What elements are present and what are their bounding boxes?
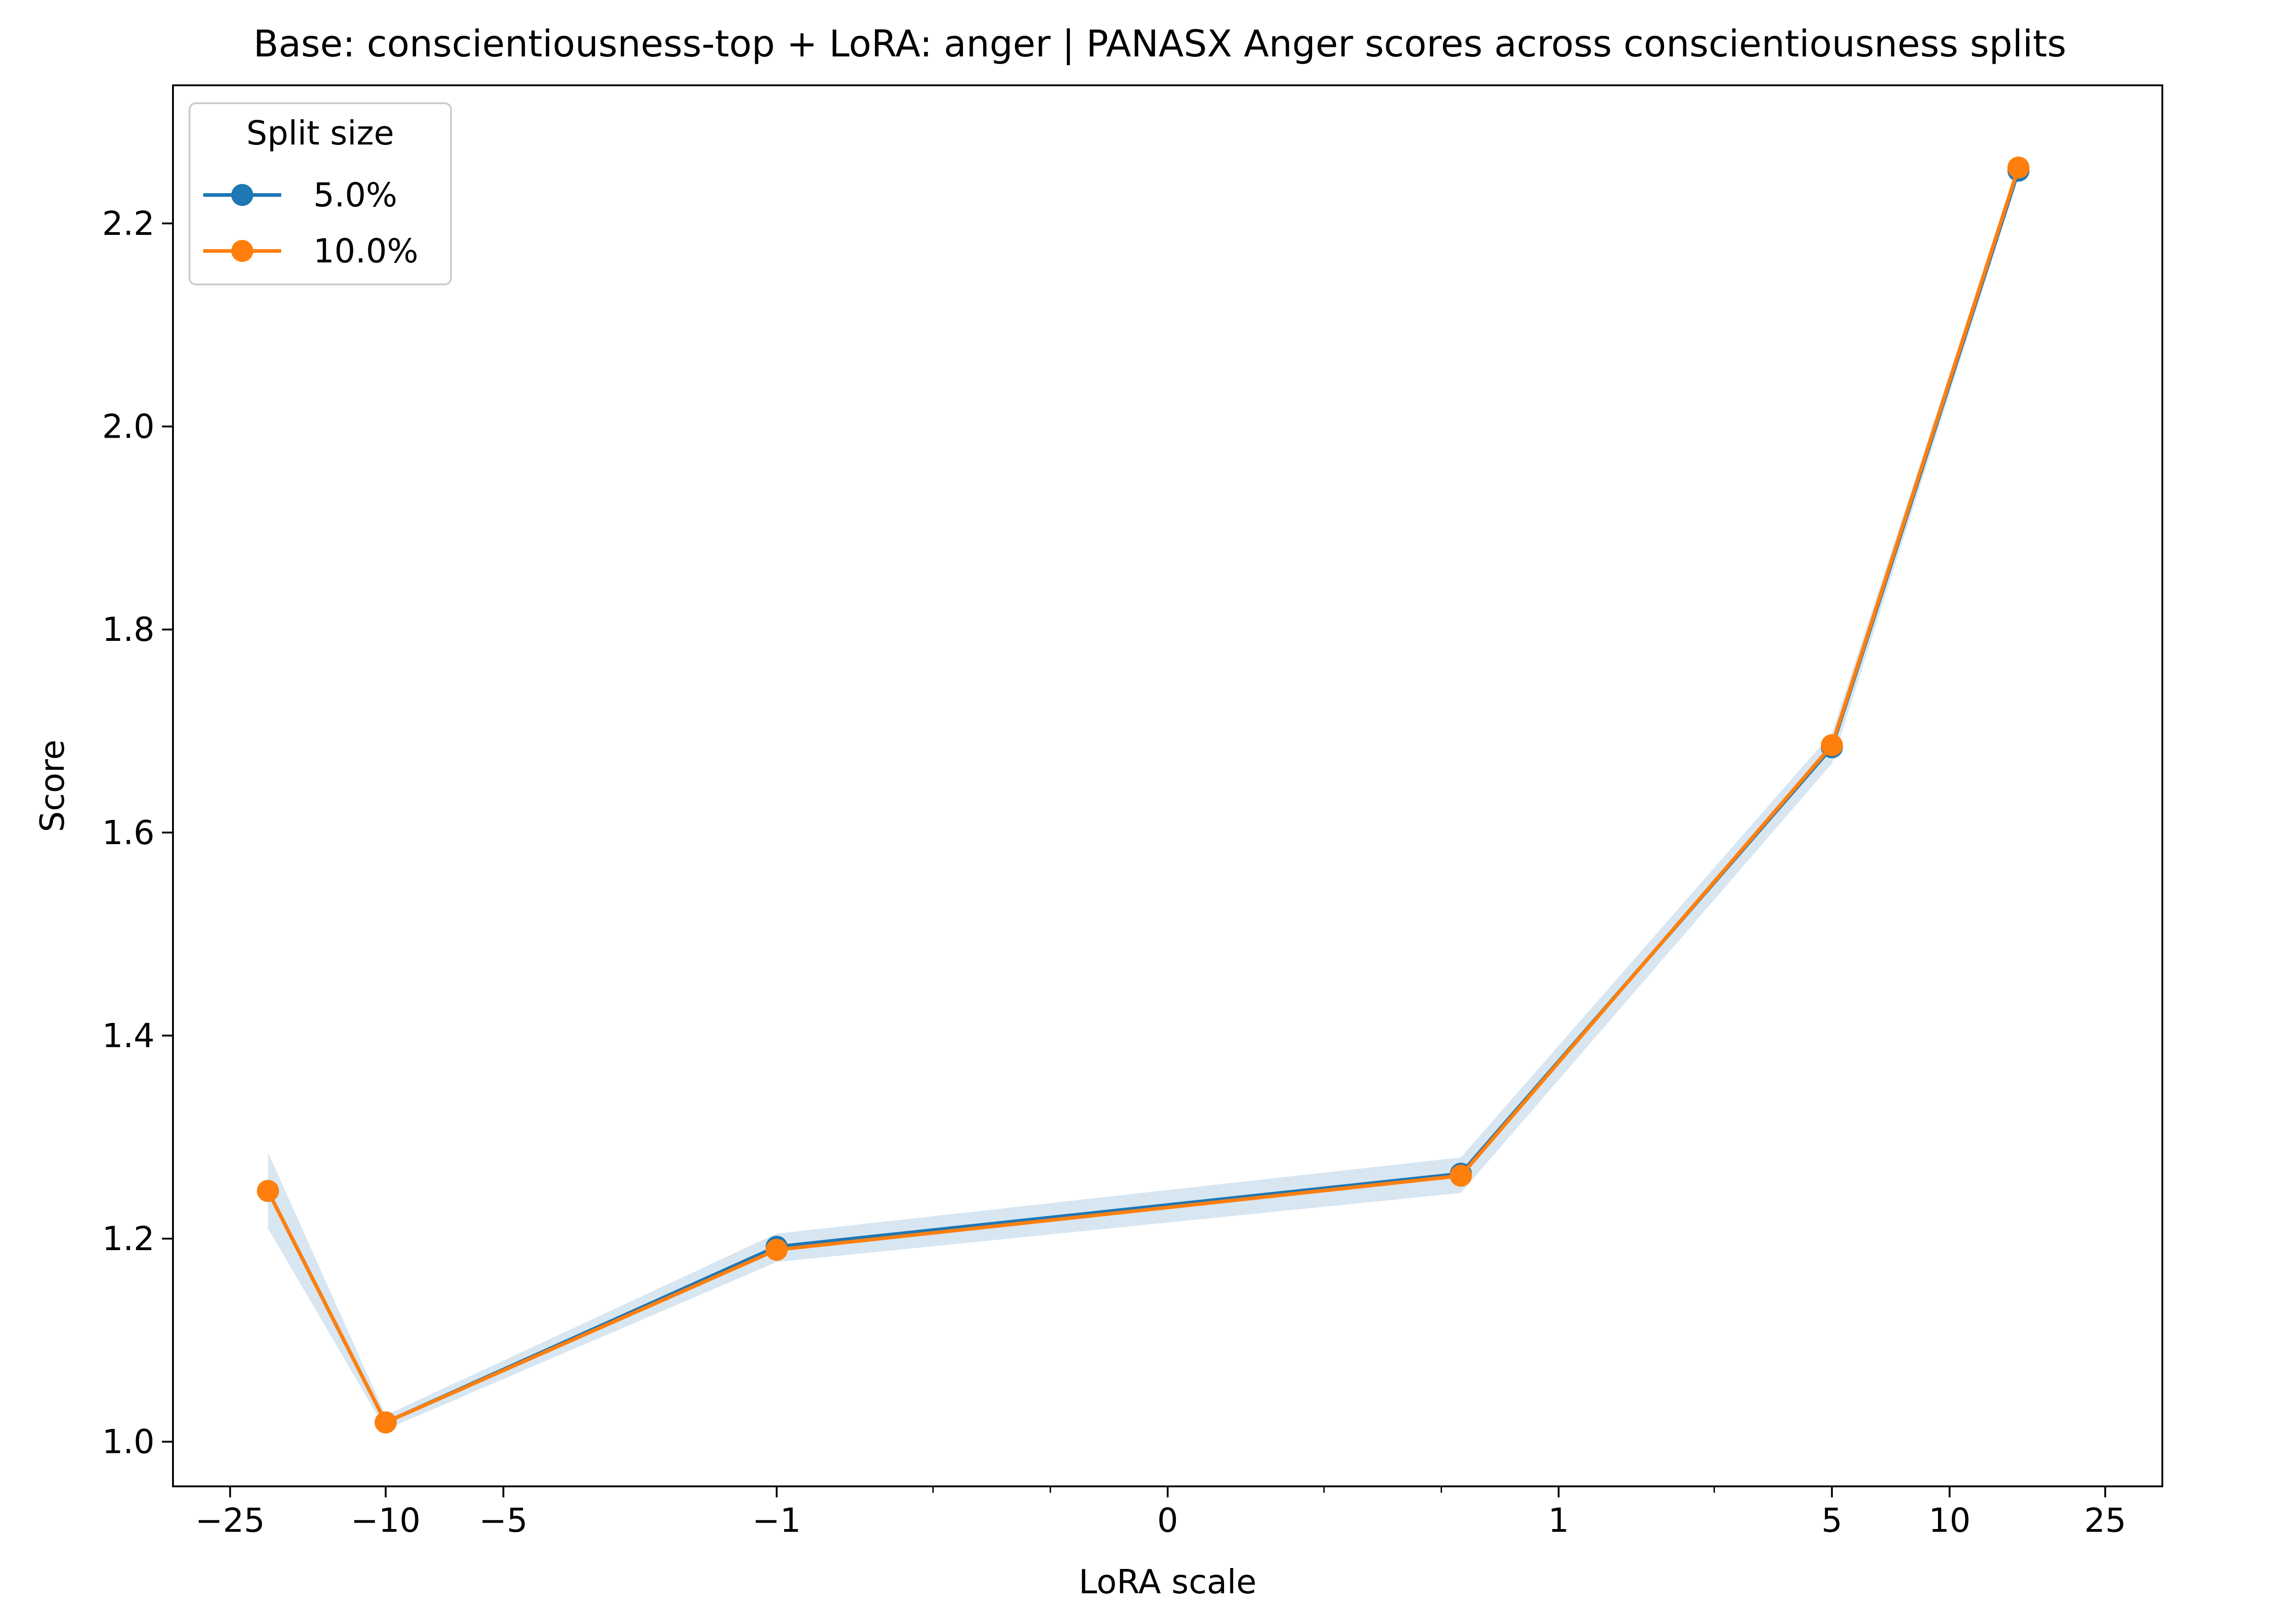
data-point (1450, 1164, 1472, 1187)
x-axis-label: LoRA scale (1079, 1563, 1257, 1601)
legend-label: 5.0% (313, 176, 397, 214)
x-tick-label: 1 (1548, 1501, 1569, 1540)
y-tick-label: 1.6 (102, 813, 155, 852)
legend-label: 10.0% (313, 232, 418, 270)
legend-marker (231, 184, 253, 206)
data-point (765, 1239, 788, 1261)
y-tick-label: 1.0 (102, 1423, 155, 1461)
chart-title: Base: conscientiousness-top + LoRA: ange… (253, 22, 2066, 66)
x-tick-label: 10 (1929, 1501, 1971, 1540)
y-tick-label: 1.8 (102, 610, 155, 649)
x-tick-label: −25 (195, 1501, 265, 1540)
y-axis: 1.0 1.2 1.4 1.6 1.8 2.0 2.2 (102, 204, 173, 1461)
x-tick-label: −1 (752, 1501, 801, 1540)
series-line (266, 167, 2021, 1424)
x-tick-label: −10 (351, 1501, 421, 1540)
legend-box (189, 102, 452, 285)
legend-marker (231, 240, 253, 262)
data-point (1821, 734, 1843, 756)
data-point (2007, 156, 2030, 179)
x-tick-label: 0 (1157, 1501, 1178, 1540)
legend: Split size 5.0% 10.0% (189, 102, 452, 285)
data-point (374, 1411, 397, 1434)
legend-items: 5.0% 10.0% (203, 176, 418, 270)
y-tick-label: 2.2 (102, 204, 155, 243)
x-tick-label: −5 (479, 1501, 528, 1540)
legend-title: Split size (246, 114, 394, 152)
series-layer (257, 156, 2030, 1434)
x-tick-label: 25 (2084, 1501, 2127, 1540)
x-tick-label: 5 (1821, 1501, 1843, 1540)
y-tick-label: 2.0 (102, 407, 155, 446)
data-point (257, 1180, 279, 1202)
y-tick-label: 1.4 (102, 1016, 155, 1055)
y-axis-label: Score (33, 740, 72, 832)
y-tick-label: 1.2 (102, 1219, 155, 1258)
x-axis: −25 −10 −5 −1 0 1 5 10 25 (195, 1486, 2127, 1540)
